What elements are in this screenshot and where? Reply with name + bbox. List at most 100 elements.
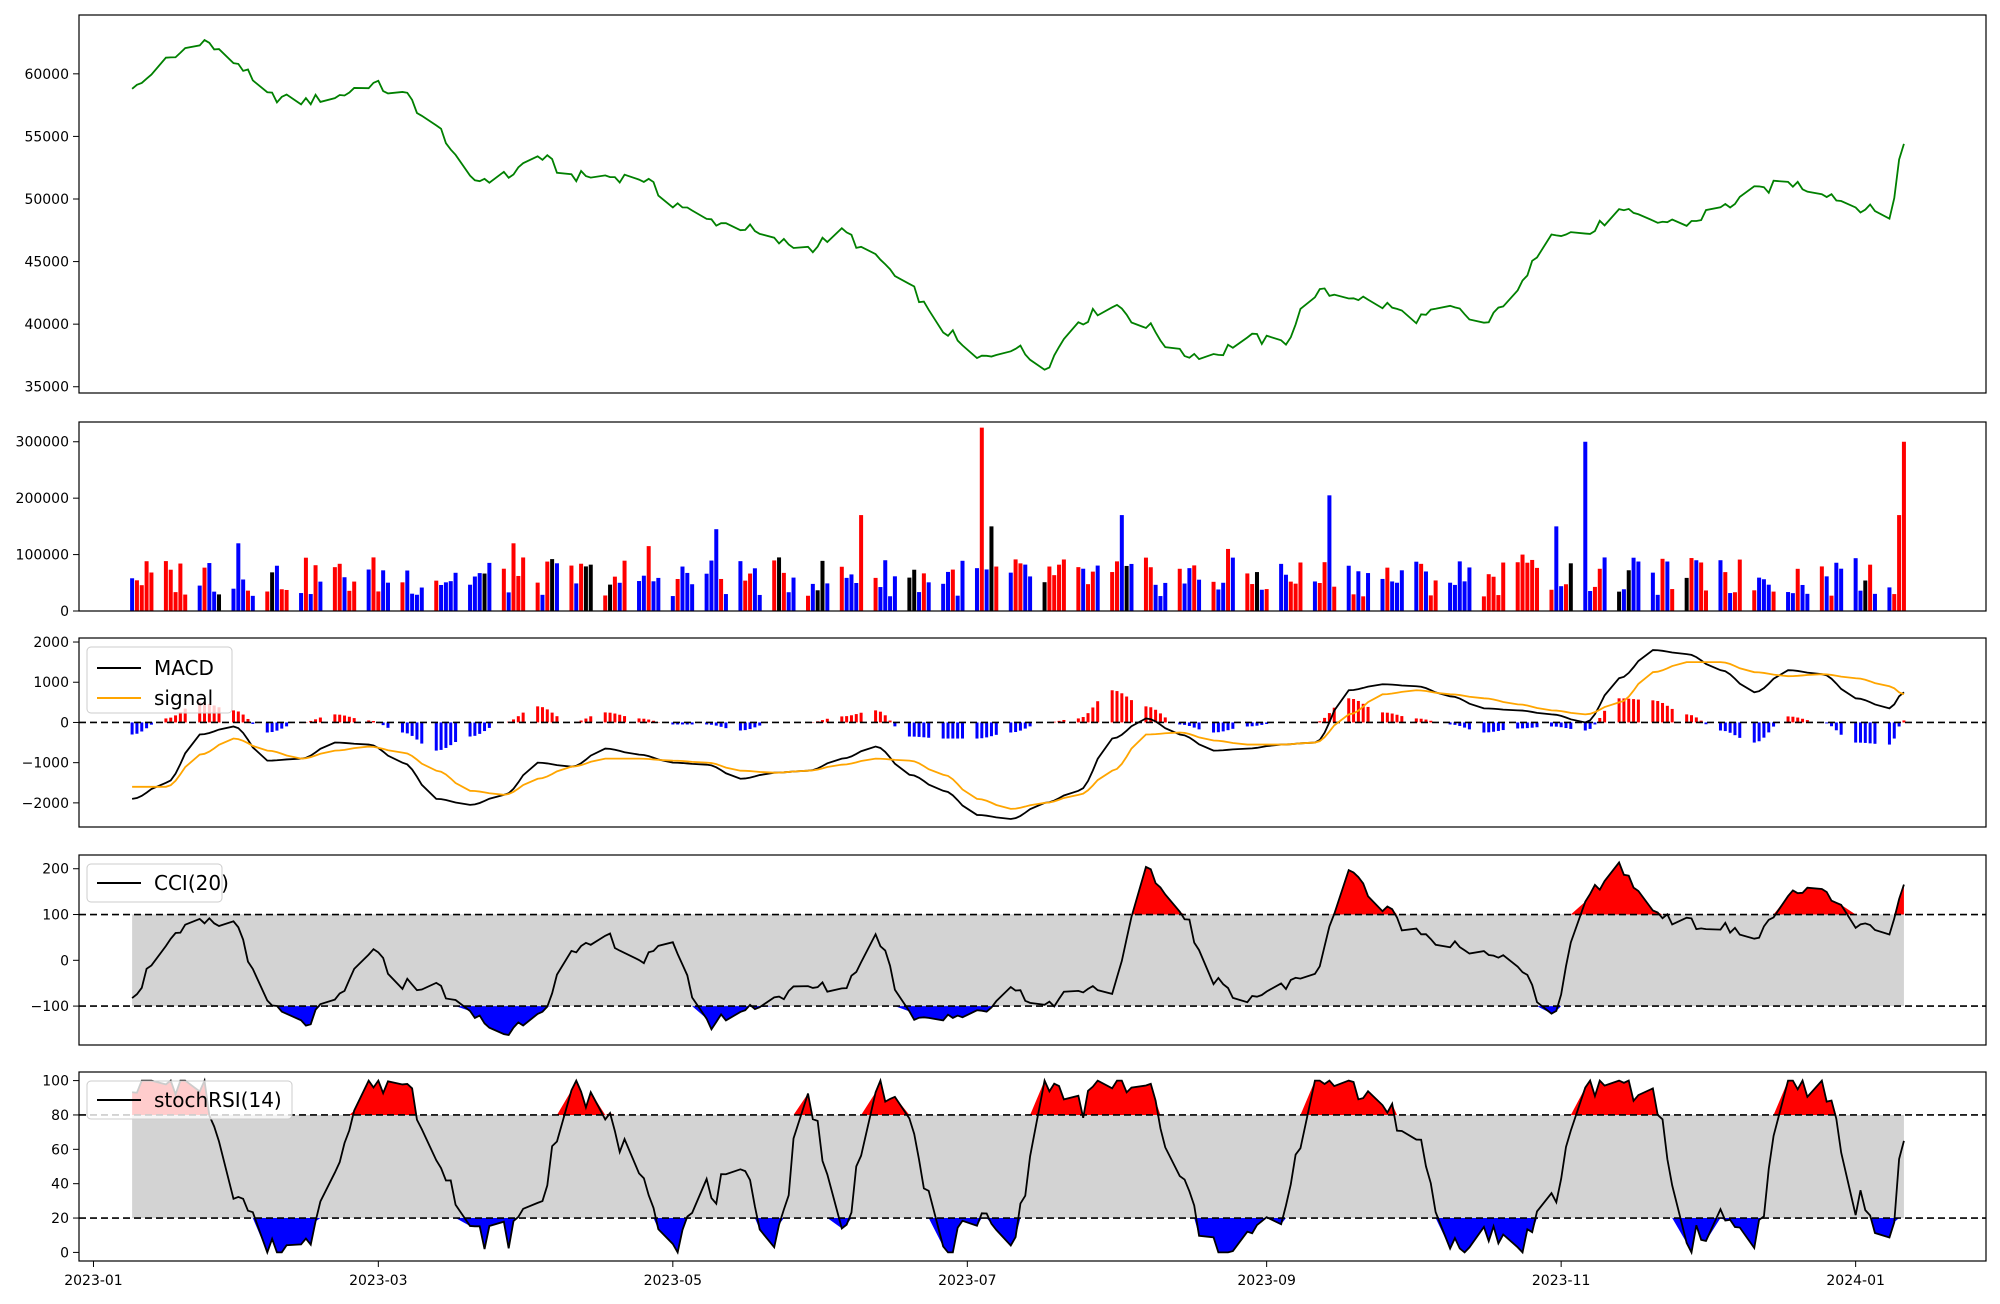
- cci-below-fill: [132, 1006, 1904, 1035]
- price-ytick-label: 55000: [24, 129, 69, 145]
- volume-bar: [1564, 584, 1568, 611]
- volume-bar: [1467, 567, 1471, 611]
- x-tick-label: 2023-07: [938, 1273, 997, 1289]
- volume-bar: [1661, 559, 1665, 611]
- volume-bar: [1400, 570, 1404, 611]
- macd-histogram-bar: [1550, 722, 1553, 726]
- volume-bar: [386, 583, 390, 611]
- macd-histogram-bar: [420, 722, 423, 743]
- volume-bar: [618, 583, 622, 611]
- stochrsi-ytick-label: 0: [60, 1245, 69, 1261]
- macd-histogram-bar: [1115, 691, 1118, 722]
- volume-bar: [1757, 578, 1761, 611]
- macd-histogram-bar: [536, 706, 539, 722]
- macd-histogram-bar: [1347, 698, 1350, 722]
- volume-bar: [236, 543, 240, 611]
- volume-bar: [1414, 562, 1418, 611]
- volume-bar: [1670, 589, 1674, 611]
- volume-bar: [1279, 564, 1283, 611]
- volume-bar: [1023, 565, 1027, 611]
- volume-bar: [347, 591, 351, 611]
- volume-bar: [304, 558, 308, 611]
- volume-bar: [333, 567, 337, 611]
- volume-bar: [709, 561, 713, 611]
- volume-bar: [589, 565, 593, 611]
- volume-bar: [792, 578, 796, 611]
- volume-bar: [893, 576, 897, 611]
- volume-bar: [845, 578, 849, 611]
- volume-bar: [1834, 563, 1838, 611]
- volume-bar: [439, 585, 443, 611]
- volume-bar: [343, 577, 347, 611]
- stochrsi-ytick-label: 80: [51, 1108, 69, 1124]
- volume-ytick-label: 0: [60, 604, 69, 620]
- volume-bar: [748, 574, 752, 611]
- volume-bar: [318, 582, 322, 611]
- macd-histogram-bar: [1077, 718, 1080, 722]
- macd-histogram-bar: [1873, 722, 1876, 743]
- volume-bar: [1796, 569, 1800, 611]
- volume-bar: [1434, 580, 1438, 611]
- macd-histogram-bar: [488, 722, 491, 727]
- macd-histogram-bar: [372, 721, 375, 722]
- volume-bar: [1149, 567, 1153, 611]
- volume-bar: [1733, 592, 1737, 611]
- volume-bar: [849, 574, 853, 611]
- macd-histogram-bar: [1091, 707, 1094, 722]
- macd-histogram-bar: [1738, 722, 1741, 737]
- volume-bar: [1158, 596, 1162, 611]
- volume-bar: [719, 579, 723, 611]
- macd-histogram-bar: [990, 722, 993, 736]
- volume-bar: [652, 581, 656, 611]
- volume-bar: [130, 578, 134, 611]
- stochrsi-ytick-label: 100: [42, 1074, 69, 1090]
- volume-bar: [946, 572, 950, 611]
- volume-bar: [623, 561, 627, 611]
- macd-histogram-bar: [1352, 699, 1355, 722]
- macd-histogram-bar: [522, 713, 525, 723]
- macd-histogram-bar: [135, 722, 138, 733]
- price-ytick-label: 60000: [24, 67, 69, 83]
- volume-bar: [951, 570, 955, 611]
- volume-bar: [941, 584, 945, 611]
- volume-bar: [772, 560, 776, 611]
- macd-histogram-bar: [1024, 722, 1027, 728]
- macd-histogram-bar: [913, 722, 916, 736]
- volume-bar: [1216, 589, 1220, 611]
- macd-histogram-bar: [1400, 716, 1403, 722]
- volume-bar: [1723, 572, 1727, 611]
- macd-histogram-bar: [483, 722, 486, 731]
- macd-histogram-bar: [1429, 721, 1432, 723]
- macd-histogram-bar: [1087, 713, 1090, 722]
- macd-histogram-bar: [1516, 722, 1519, 728]
- macd-histogram-bar: [541, 707, 544, 722]
- volume-bar: [1525, 563, 1529, 611]
- volume-bar: [874, 578, 878, 611]
- volume-bar: [309, 594, 313, 611]
- volume-bar: [1482, 596, 1486, 611]
- macd-histogram-bar: [1729, 722, 1732, 732]
- cci-legend: CCI(20): [87, 864, 229, 902]
- volume-bar: [270, 572, 274, 611]
- macd-histogram-bar: [131, 722, 134, 734]
- macd-histogram-bar: [1482, 722, 1485, 732]
- volume-bar: [1559, 586, 1563, 611]
- macd-histogram-bar: [744, 722, 747, 730]
- volume-bar: [1052, 575, 1056, 611]
- macd-histogram-bar: [1864, 722, 1867, 742]
- volume-bar: [1009, 573, 1013, 611]
- volume-bar: [1685, 578, 1689, 611]
- volume-bar: [647, 546, 651, 611]
- volume-bar: [1651, 573, 1655, 611]
- macd-histogram-bar: [1009, 722, 1012, 732]
- volume-bar: [1250, 584, 1254, 611]
- macd-histogram-bar: [555, 716, 558, 722]
- price-line: [132, 40, 1904, 370]
- volume-bar: [1076, 567, 1080, 611]
- volume-bar: [212, 592, 216, 611]
- macd-histogram-bar: [1753, 722, 1756, 742]
- volume-bar: [1192, 565, 1196, 611]
- volume-bar: [680, 567, 684, 611]
